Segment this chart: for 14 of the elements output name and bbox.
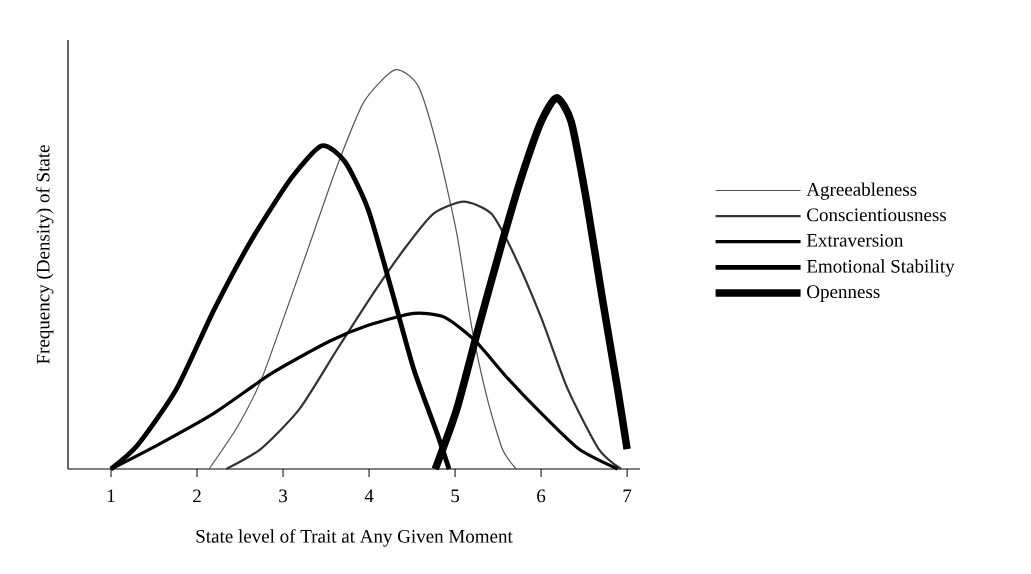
legend-label: Extraversion: [806, 233, 904, 247]
y-axis-title: Frequency (Density) of State: [35, 145, 54, 364]
legend-label: Agreeableness: [806, 182, 917, 200]
x-tick-label: 3: [279, 489, 288, 503]
x-axis-title: State level of Trait at Any Given Moment: [196, 529, 513, 547]
x-tick-label: 1: [107, 489, 115, 503]
legend-label: Emotional Stability: [806, 259, 955, 277]
x-tick-label: 4: [364, 489, 374, 503]
x-tick-label: 6: [537, 489, 546, 503]
x-tick-label: 7: [623, 489, 632, 502]
x-tick-label: 5: [451, 489, 460, 503]
legend-label: Openness: [807, 285, 880, 302]
x-tick-label: 2: [193, 489, 201, 503]
legend-label: Conscientiousness: [807, 208, 947, 222]
